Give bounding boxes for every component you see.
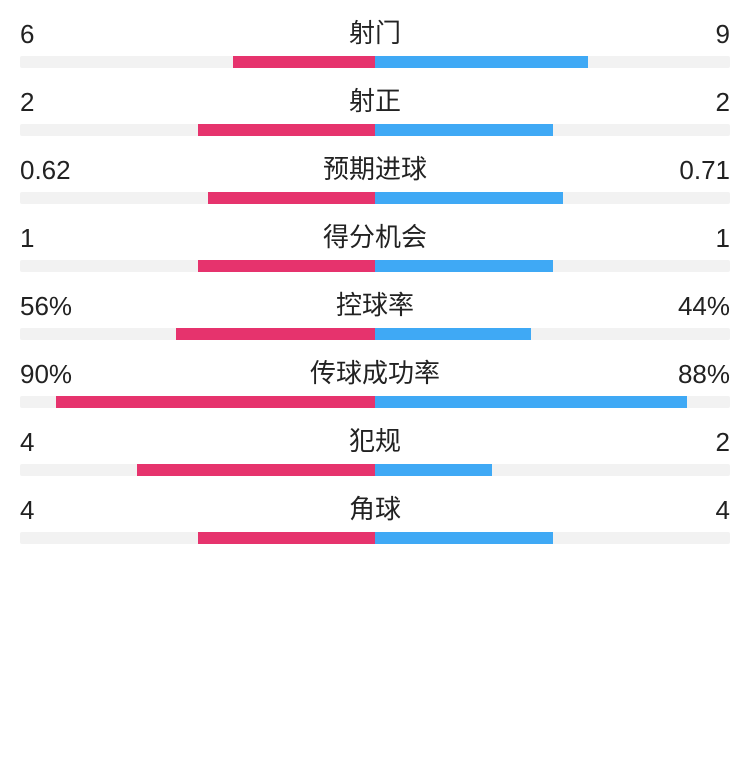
stat-bar-right-fill <box>375 328 531 340</box>
stat-row: 56%控球率44% <box>20 282 730 340</box>
stat-name-label: 角球 <box>100 489 650 526</box>
stat-bar-right-half <box>375 192 730 204</box>
stat-bar-right-fill <box>375 56 588 68</box>
stat-label-row: 2射正2 <box>20 78 730 124</box>
stat-bar-left-fill <box>198 532 376 544</box>
stat-row: 0.62预期进球0.71 <box>20 146 730 204</box>
stat-bar-right-half <box>375 532 730 544</box>
stat-bar-right-fill <box>375 124 553 136</box>
stat-bar-left-fill <box>176 328 375 340</box>
stat-row: 1得分机会1 <box>20 214 730 272</box>
stat-left-value: 90% <box>20 359 100 390</box>
stat-bar-left-half <box>20 124 375 136</box>
stat-bar-track <box>20 260 730 272</box>
stat-bar-left-fill <box>56 396 376 408</box>
match-stats-list: 6射门92射正20.62预期进球0.711得分机会156%控球率44%90%传球… <box>20 10 730 544</box>
stat-right-value: 4 <box>650 495 730 526</box>
stat-bar-right-half <box>375 260 730 272</box>
stat-bar-right-half <box>375 56 730 68</box>
stat-label-row: 90%传球成功率88% <box>20 350 730 396</box>
stat-row: 4角球4 <box>20 486 730 544</box>
stat-right-value: 9 <box>650 19 730 50</box>
stat-bar-right-half <box>375 328 730 340</box>
stat-name-label: 射正 <box>100 81 650 118</box>
stat-name-label: 控球率 <box>100 285 650 322</box>
stat-label-row: 4犯规2 <box>20 418 730 464</box>
stat-row: 2射正2 <box>20 78 730 136</box>
stat-bar-left-fill <box>208 192 375 204</box>
stat-name-label: 预期进球 <box>100 149 650 186</box>
stat-label-row: 6射门9 <box>20 10 730 56</box>
stat-name-label: 传球成功率 <box>100 353 650 390</box>
stat-left-value: 1 <box>20 223 100 254</box>
stat-bar-track <box>20 124 730 136</box>
stat-right-value: 2 <box>650 427 730 458</box>
stat-bar-track <box>20 464 730 476</box>
stat-bar-right-fill <box>375 260 553 272</box>
stat-bar-left-half <box>20 396 375 408</box>
stat-bar-left-fill <box>198 124 376 136</box>
stat-label-row: 0.62预期进球0.71 <box>20 146 730 192</box>
stat-right-value: 44% <box>650 291 730 322</box>
stat-bar-left-half <box>20 464 375 476</box>
stat-left-value: 4 <box>20 427 100 458</box>
stat-name-label: 犯规 <box>100 421 650 458</box>
stat-label-row: 56%控球率44% <box>20 282 730 328</box>
stat-label-row: 4角球4 <box>20 486 730 532</box>
stat-bar-track <box>20 328 730 340</box>
stat-bar-right-fill <box>375 532 553 544</box>
stat-bar-track <box>20 396 730 408</box>
stat-left-value: 2 <box>20 87 100 118</box>
stat-name-label: 得分机会 <box>100 217 650 254</box>
stat-bar-left-half <box>20 532 375 544</box>
stat-left-value: 4 <box>20 495 100 526</box>
stat-left-value: 6 <box>20 19 100 50</box>
stat-row: 6射门9 <box>20 10 730 68</box>
stat-left-value: 56% <box>20 291 100 322</box>
stat-bar-left-half <box>20 260 375 272</box>
stat-bar-track <box>20 56 730 68</box>
stat-bar-left-half <box>20 328 375 340</box>
stat-bar-track <box>20 192 730 204</box>
stat-bar-left-half <box>20 56 375 68</box>
stat-bar-left-fill <box>233 56 375 68</box>
stat-right-value: 1 <box>650 223 730 254</box>
stat-bar-right-half <box>375 124 730 136</box>
stat-bar-right-fill <box>375 464 492 476</box>
stat-right-value: 2 <box>650 87 730 118</box>
stat-bar-right-half <box>375 396 730 408</box>
stat-name-label: 射门 <box>100 13 650 50</box>
stat-row: 90%传球成功率88% <box>20 350 730 408</box>
stat-bar-left-fill <box>198 260 376 272</box>
stat-right-value: 88% <box>650 359 730 390</box>
stat-bar-right-fill <box>375 396 687 408</box>
stat-right-value: 0.71 <box>650 155 730 186</box>
stat-bar-right-fill <box>375 192 563 204</box>
stat-row: 4犯规2 <box>20 418 730 476</box>
stat-bar-left-half <box>20 192 375 204</box>
stat-bar-track <box>20 532 730 544</box>
stat-bar-right-half <box>375 464 730 476</box>
stat-label-row: 1得分机会1 <box>20 214 730 260</box>
stat-bar-left-fill <box>137 464 375 476</box>
stat-left-value: 0.62 <box>20 155 100 186</box>
